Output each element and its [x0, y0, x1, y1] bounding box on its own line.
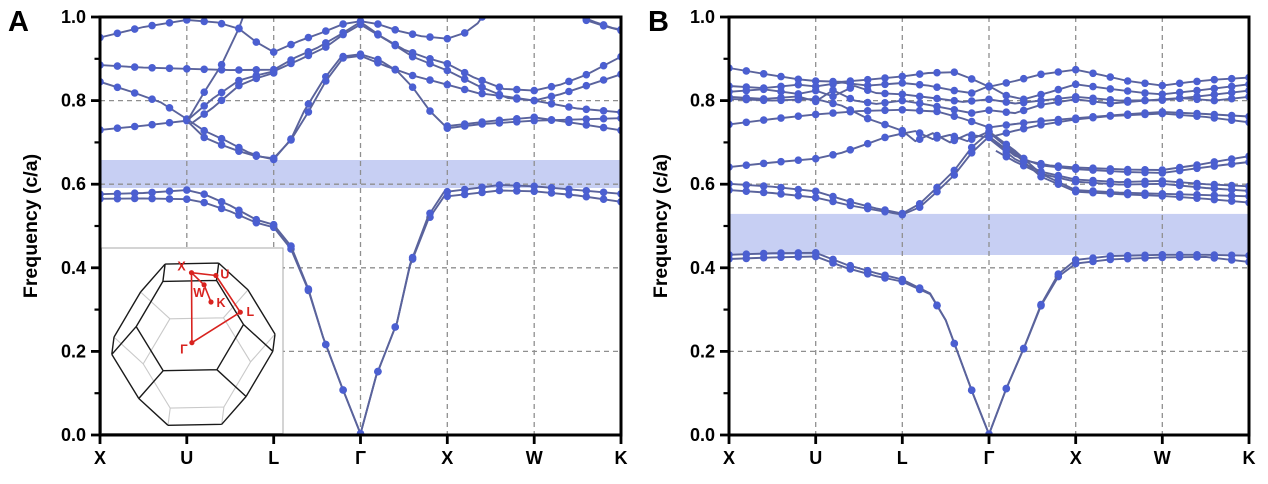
svg-text:X: X — [723, 448, 735, 468]
svg-text:L: L — [246, 305, 254, 319]
svg-text:1.0: 1.0 — [690, 7, 715, 27]
svg-text:0.2: 0.2 — [690, 341, 715, 361]
svg-text:W: W — [193, 286, 205, 300]
svg-text:0.2: 0.2 — [61, 341, 86, 361]
svg-text:B: B — [648, 6, 669, 38]
svg-text:X: X — [1070, 448, 1082, 468]
svg-text:W: W — [526, 448, 543, 468]
svg-text:Γ: Γ — [180, 343, 188, 357]
svg-text:0.0: 0.0 — [690, 425, 715, 445]
svg-text:Γ: Γ — [355, 448, 366, 468]
svg-text:0.4: 0.4 — [61, 258, 86, 278]
svg-text:L: L — [897, 448, 908, 468]
svg-text:X: X — [94, 448, 106, 468]
svg-text:Γ: Γ — [984, 448, 995, 468]
svg-text:L: L — [268, 448, 279, 468]
svg-text:X: X — [441, 448, 453, 468]
svg-text:W: W — [1154, 448, 1171, 468]
svg-text:A: A — [8, 6, 29, 38]
svg-text:U: U — [220, 268, 229, 282]
svg-text:0.6: 0.6 — [690, 174, 715, 194]
svg-text:X: X — [177, 260, 186, 274]
svg-text:K: K — [615, 448, 628, 468]
svg-text:U: U — [809, 448, 822, 468]
svg-text:K: K — [216, 296, 225, 310]
svg-text:0.0: 0.0 — [61, 425, 86, 445]
svg-text:0.8: 0.8 — [61, 91, 86, 111]
svg-text:0.4: 0.4 — [690, 258, 715, 278]
svg-text:Frequency (c/a): Frequency (c/a) — [20, 154, 42, 298]
svg-text:K: K — [1243, 448, 1256, 468]
svg-text:U: U — [180, 448, 193, 468]
svg-text:0.8: 0.8 — [690, 91, 715, 111]
svg-text:0.6: 0.6 — [61, 174, 86, 194]
svg-text:1.0: 1.0 — [61, 7, 86, 27]
svg-text:Frequency (c/a): Frequency (c/a) — [650, 154, 672, 298]
